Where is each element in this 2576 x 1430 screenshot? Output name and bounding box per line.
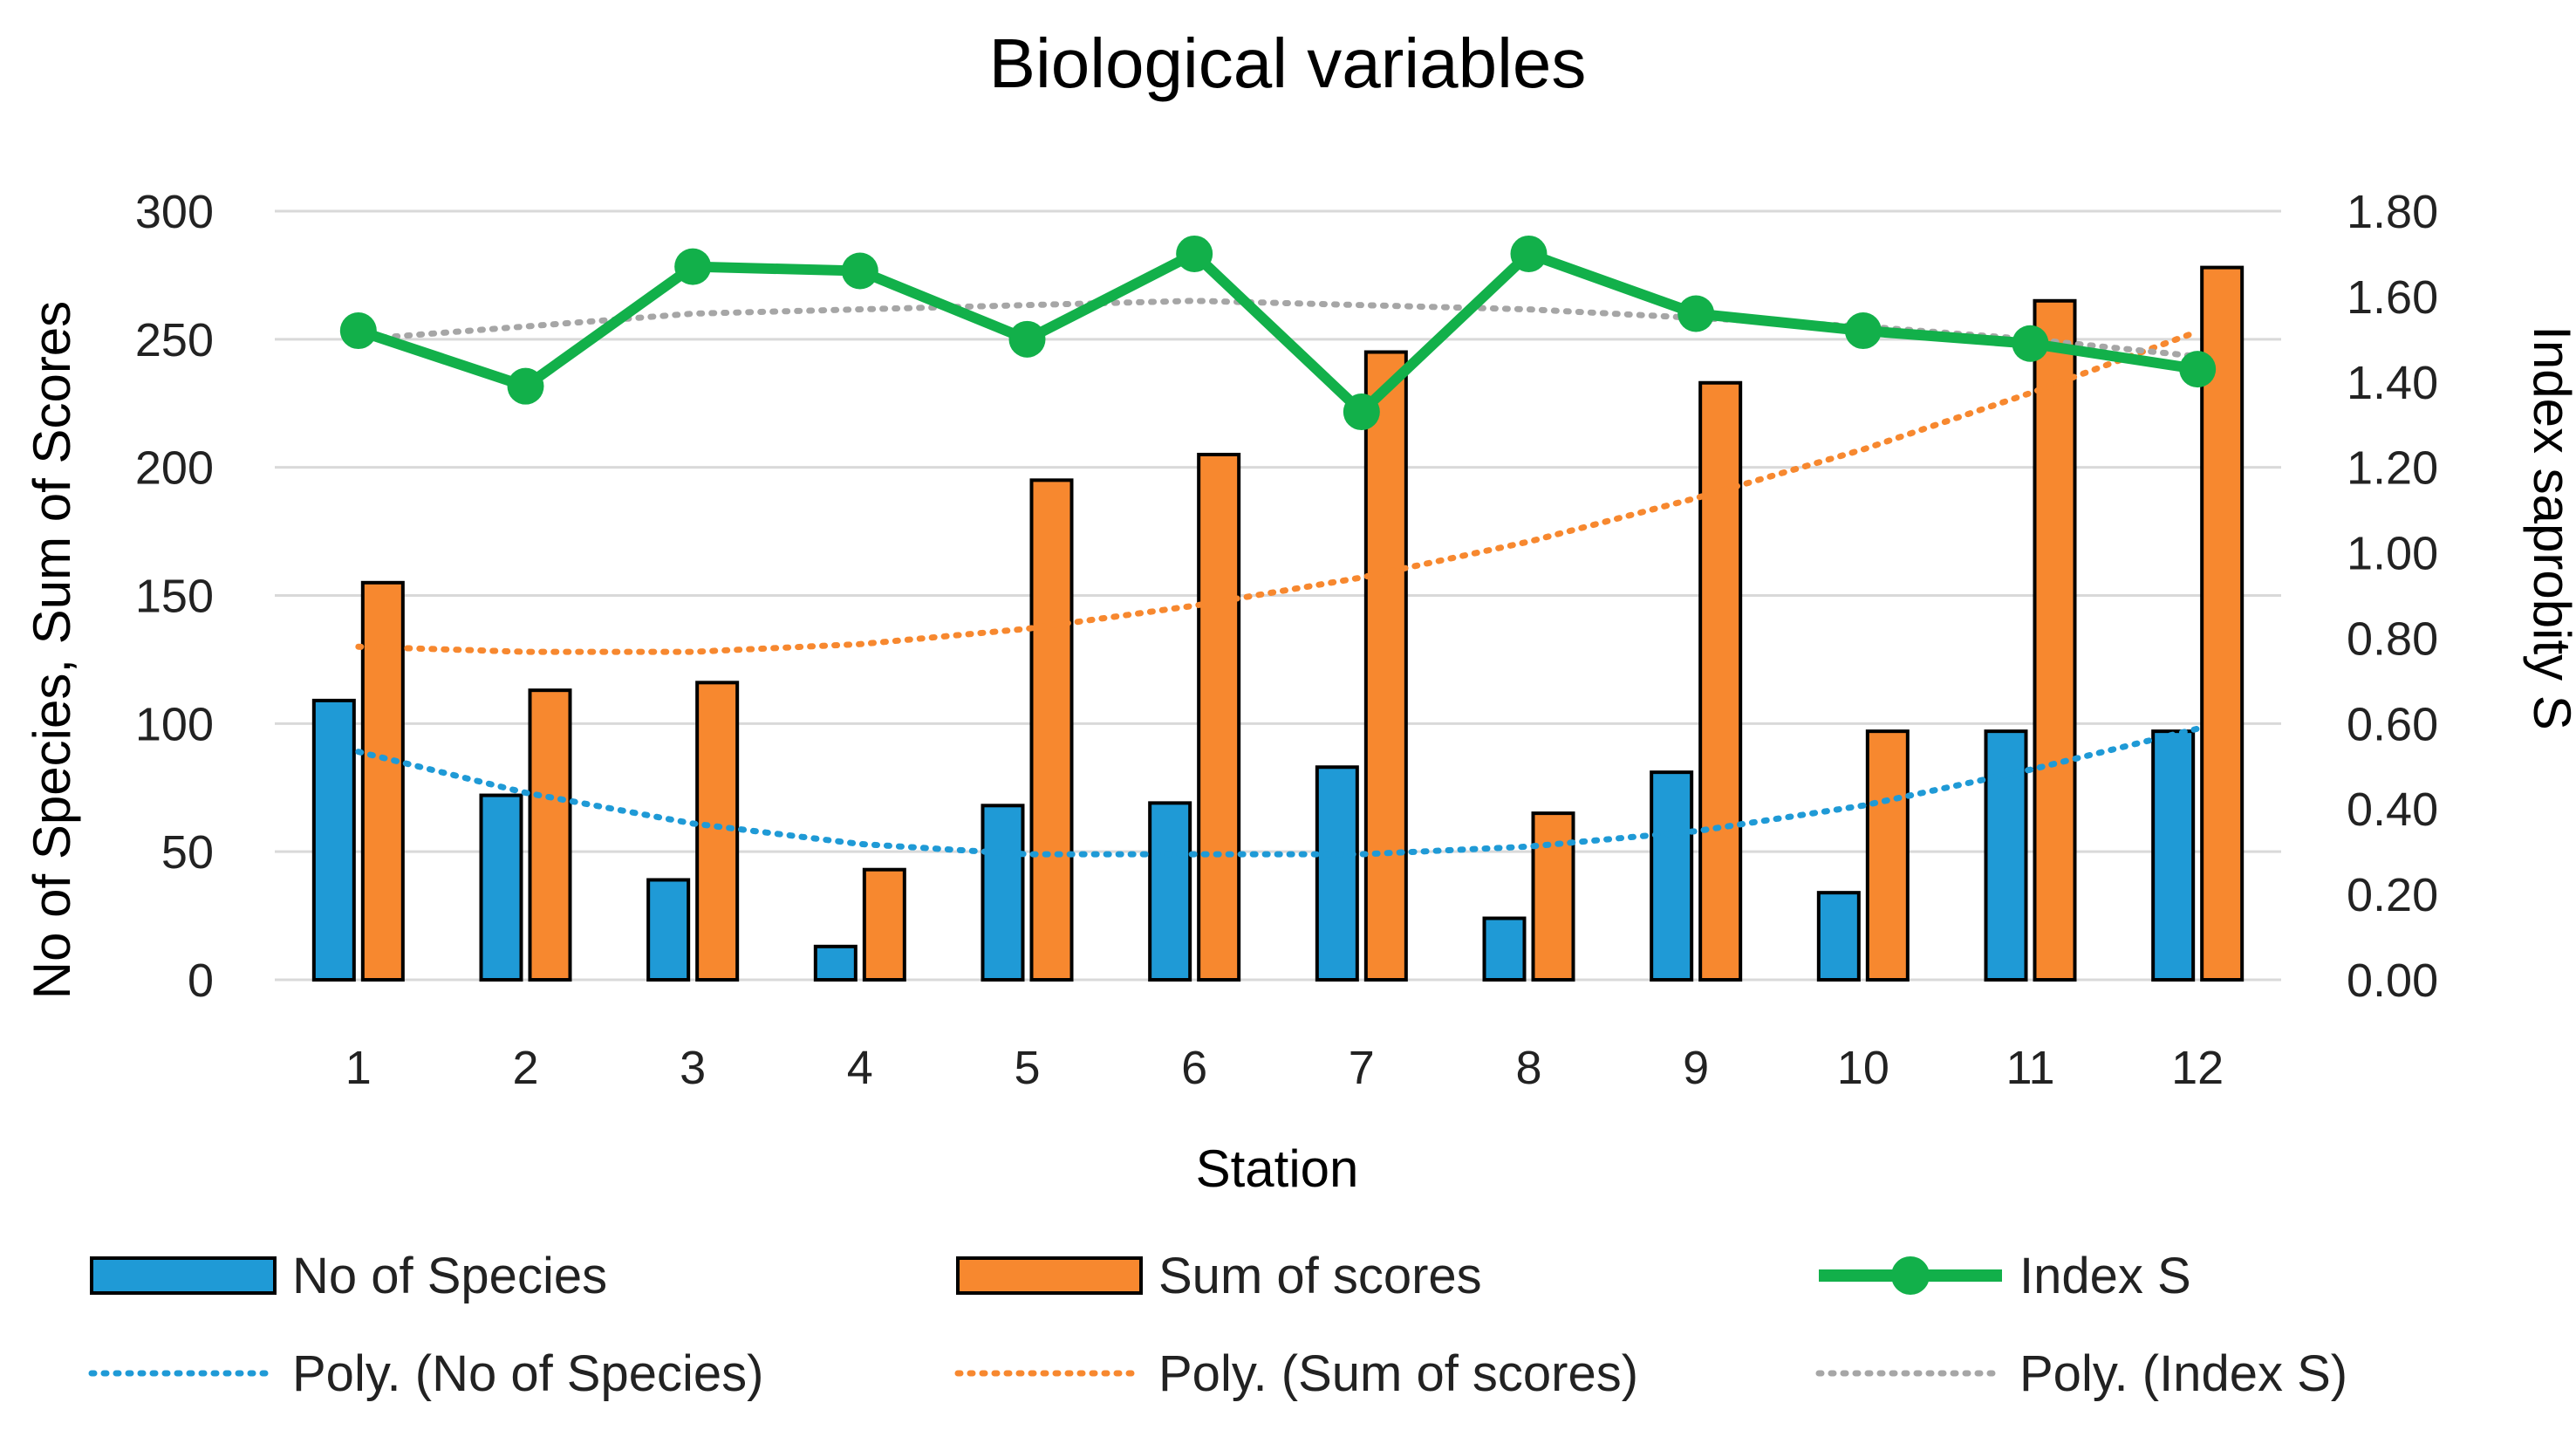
bar-no-of-species [1482, 916, 1527, 982]
index-s-point [1008, 320, 1046, 358]
index-s-point [1343, 393, 1380, 431]
x-tick-label: 9 [1683, 1042, 1709, 1094]
index-s-point [2012, 325, 2049, 362]
legend-label: Index S [2019, 1248, 2191, 1304]
legend-swatch [90, 1256, 277, 1295]
legend-label: Poly. (Index S) [2019, 1345, 2347, 1402]
x-tick-label: 11 [2005, 1042, 2054, 1094]
bar-sum-of-scores [2033, 298, 2077, 982]
legend-label: Poly. (No of Species) [292, 1345, 763, 1402]
index-s-point [339, 312, 377, 350]
index-s-point [507, 367, 544, 405]
x-axis-ticks: 1 2 3 4 5 6 7 8 9 10 11 12 [345, 1042, 2224, 1094]
bar-no-of-species [1650, 770, 1694, 982]
y2-tick-label: 0.40 [2347, 783, 2438, 836]
right-axis-ticks: 0.00 0.20 0.40 0.60 0.80 1.00 1.20 1.40 1.60 1.80 [2347, 186, 2438, 1007]
legend-label: Poly. (Sum of scores) [1158, 1345, 1638, 1402]
bar-sum-of-scores [1029, 478, 1074, 982]
bar-no-of-species [1816, 891, 1861, 982]
y-tick-label: 0 [188, 954, 214, 1007]
bar-no-of-species [646, 878, 691, 982]
index-s-point [841, 252, 878, 290]
legend-swatch [956, 1256, 1143, 1295]
x-axis-label: Station [1196, 1139, 1359, 1198]
x-tick-label: 1 [345, 1042, 372, 1094]
trendline-poly-sum-of-scores [355, 328, 2201, 655]
index-s-point [1844, 312, 1882, 350]
bar-sum-of-scores [360, 580, 405, 982]
x-tick-label: 5 [1014, 1042, 1040, 1094]
y2-tick-label: 1.80 [2347, 186, 2438, 238]
bar-sum-of-scores [1363, 350, 1408, 982]
y2-tick-label: 0.60 [2347, 698, 2438, 750]
index-s-point [1176, 235, 1213, 272]
y2-tick-label: 1.60 [2347, 271, 2438, 324]
bar-no-of-species [479, 793, 523, 982]
y2-tick-label: 1.40 [2347, 357, 2438, 409]
index-s-point [1677, 295, 1715, 332]
bar-sum-of-scores [2200, 265, 2245, 982]
index-s-point [2179, 351, 2217, 388]
bar-sum-of-scores [1197, 452, 1241, 982]
x-tick-label: 4 [847, 1042, 873, 1094]
bar-sum-of-scores [1531, 811, 1575, 982]
y2-axis-label: Index saprobity S [2523, 325, 2576, 730]
legend-label: Sum of scores [1158, 1248, 1482, 1304]
y2-tick-label: 1.00 [2347, 528, 2438, 580]
trendlines [355, 298, 2201, 858]
bar-sum-of-scores [862, 867, 906, 982]
x-tick-label: 7 [1349, 1042, 1375, 1094]
trendline-poly-index-s [355, 298, 2201, 359]
y-tick-label: 300 [135, 186, 214, 238]
y-tick-label: 100 [135, 698, 214, 750]
x-tick-label: 10 [1837, 1042, 1889, 1094]
y-tick-label: 50 [161, 826, 214, 879]
y-tick-label: 150 [135, 571, 214, 623]
y2-tick-label: 0.00 [2347, 954, 2438, 1007]
bar-sum-of-scores [1698, 380, 1743, 982]
index-line [339, 235, 2217, 431]
index-s-point [674, 248, 712, 285]
y-axis-label: No of Species, Sum of Scores [23, 301, 81, 999]
x-tick-label: 3 [680, 1042, 706, 1094]
bar-no-of-species [1984, 729, 2028, 982]
y-tick-label: 200 [135, 442, 214, 495]
x-tick-label: 8 [1515, 1042, 1541, 1094]
legend-swatch-marker [1891, 1256, 1930, 1295]
bar-no-of-species [2151, 729, 2196, 982]
bar-no-of-species [1315, 765, 1359, 982]
index-s-line [356, 248, 2199, 418]
bar-no-of-species [813, 944, 858, 982]
legend: No of Species Sum of scores Index S Poly. (… [88, 1248, 2347, 1402]
y2-tick-label: 1.20 [2347, 442, 2438, 495]
index-s-point [1510, 235, 1548, 272]
y2-tick-label: 0.20 [2347, 869, 2438, 921]
left-axis-ticks: 0 50 100 150 200 250 300 [135, 186, 214, 1007]
bars [311, 265, 2245, 982]
bar-no-of-species [1148, 801, 1192, 982]
x-tick-label: 2 [512, 1042, 538, 1094]
bar-no-of-species [981, 804, 1025, 982]
bar-no-of-species [311, 698, 356, 982]
y-tick-label: 250 [135, 314, 214, 366]
trendline-poly-no-of-species [355, 725, 2201, 858]
x-tick-label: 12 [2171, 1042, 2224, 1094]
y2-tick-label: 0.80 [2347, 612, 2438, 665]
legend-label: No of Species [292, 1248, 607, 1304]
chart-title: Biological variables [989, 24, 1587, 102]
bar-sum-of-scores [528, 688, 572, 982]
bar-sum-of-scores [1865, 729, 1910, 982]
x-tick-label: 6 [1181, 1042, 1207, 1094]
